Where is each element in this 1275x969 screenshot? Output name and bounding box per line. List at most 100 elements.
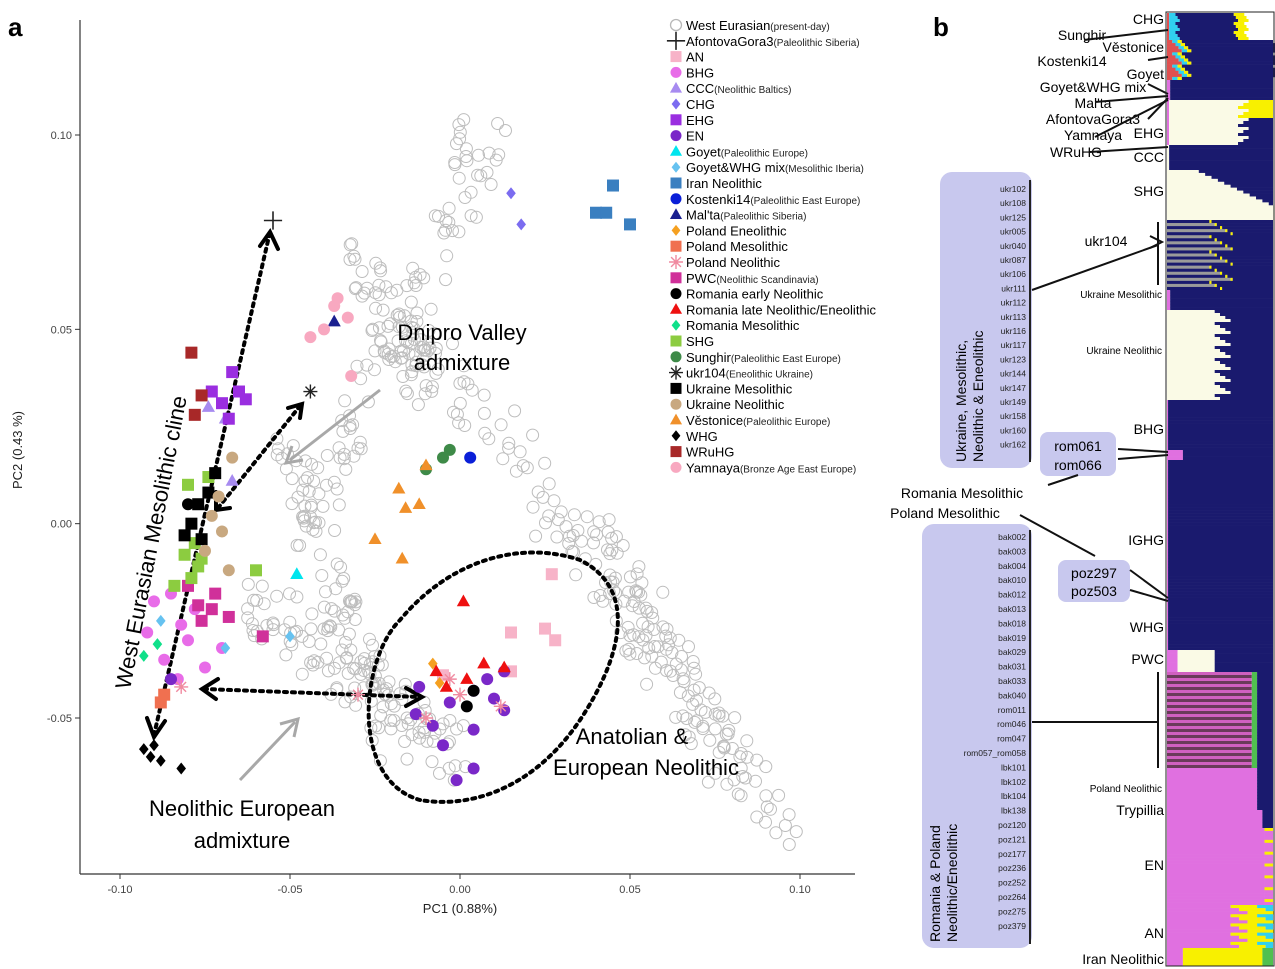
admixture-label-shg: SHG bbox=[1134, 183, 1164, 199]
bar-rom-pol bbox=[1257, 735, 1273, 739]
west-eurasian-point bbox=[405, 365, 419, 379]
west-eurasian-point bbox=[731, 787, 745, 801]
west-eurasian-point bbox=[314, 637, 328, 651]
bar-yamnaya-ehg bbox=[1243, 112, 1273, 116]
bar-ighg bbox=[1167, 597, 1169, 601]
point-en bbox=[481, 673, 494, 686]
bar-en bbox=[1167, 860, 1265, 864]
bar-ccc bbox=[1167, 166, 1170, 171]
bar-rom-pol bbox=[1251, 714, 1258, 718]
bar-chg bbox=[1169, 37, 1180, 41]
romania-sample-id: bak029 bbox=[998, 647, 1026, 657]
bar-chg bbox=[1238, 19, 1249, 23]
west-eurasian-point bbox=[395, 719, 409, 732]
point-shg bbox=[182, 478, 194, 491]
romania-sample-id: rom057_rom058 bbox=[964, 748, 1027, 758]
bar-whg bbox=[1168, 647, 1273, 651]
bar-an bbox=[1257, 923, 1273, 927]
admixture-label-afontovagora3: AfontovaGora3 bbox=[1046, 111, 1140, 127]
west-eurasian-point bbox=[759, 815, 772, 829]
bar-ighg bbox=[1168, 465, 1273, 470]
bar-ighg bbox=[1168, 552, 1273, 556]
legend-note-goyet: (Paleolithic Europe) bbox=[721, 148, 808, 159]
pca-plot: -0.10 -0.05 0.00 0.05 0.10 -0.05 0.00 0.05 0.10… bbox=[10, 18, 877, 916]
point-en bbox=[467, 723, 480, 736]
west-eurasian-point bbox=[354, 442, 368, 456]
west-eurasian-point bbox=[374, 709, 388, 722]
bar-rom-pol bbox=[1251, 720, 1258, 724]
west-eurasian-point bbox=[437, 226, 451, 240]
west-eurasian-point bbox=[720, 777, 734, 791]
west-eurasian-point bbox=[494, 418, 508, 432]
bar-trypillia bbox=[1262, 819, 1273, 823]
romania-sample-id: rom046 bbox=[997, 719, 1026, 729]
west-eurasian-point bbox=[424, 302, 438, 316]
point-pwc bbox=[256, 630, 269, 643]
west-eurasian-point bbox=[375, 658, 389, 672]
bar-rom-pol bbox=[1251, 741, 1258, 745]
west-eurasian-point bbox=[363, 632, 376, 646]
west-eurasian-point bbox=[330, 557, 344, 571]
west-eurasian-point bbox=[340, 651, 354, 665]
bar-ukr-neo bbox=[1225, 352, 1273, 356]
west-eurasian-point bbox=[291, 490, 305, 504]
west-eurasian-point bbox=[472, 148, 485, 162]
bar-paleolithic bbox=[1167, 55, 1176, 59]
bar-an bbox=[1167, 914, 1231, 918]
bar-ukr-neo bbox=[1225, 376, 1273, 380]
anatolian-label-2: European Neolithic bbox=[553, 755, 739, 780]
west-eurasian-point bbox=[759, 789, 773, 803]
bar-paleolithic bbox=[1181, 64, 1273, 68]
bar-ukr-meso bbox=[1167, 265, 1210, 269]
west-eurasian-point bbox=[690, 714, 704, 728]
bar-an bbox=[1239, 917, 1266, 921]
bar-ukr-meso bbox=[1167, 235, 1210, 239]
bar-an bbox=[1230, 905, 1258, 909]
bar-trypillia bbox=[1167, 816, 1263, 820]
romania-sample-id: rom047 bbox=[997, 734, 1026, 744]
bar-yamnaya-ehg bbox=[1169, 127, 1249, 131]
bar-rom-pol bbox=[1257, 726, 1273, 730]
bar-ukr-neo bbox=[1220, 397, 1273, 401]
legend-marker-bhg bbox=[670, 66, 682, 78]
point-v-stonice bbox=[399, 501, 413, 513]
bar-whg bbox=[1167, 605, 1169, 610]
west-eurasian-point bbox=[399, 384, 413, 398]
bar-en bbox=[1167, 884, 1265, 888]
west-eurasian-point bbox=[453, 125, 467, 139]
west-eurasian-point bbox=[682, 640, 695, 654]
bar-bhg bbox=[1167, 420, 1169, 424]
bar-paleolithic bbox=[1175, 67, 1181, 72]
west-eurasian-point bbox=[651, 640, 665, 654]
bar-ighg bbox=[1168, 546, 1273, 550]
bar-ukr-meso bbox=[1216, 268, 1273, 273]
bar-bhg bbox=[1167, 423, 1169, 427]
west-eurasian-point bbox=[332, 656, 346, 670]
west-eurasian-point bbox=[413, 731, 426, 745]
west-eurasian-point bbox=[789, 825, 803, 839]
bar-ukr-neo bbox=[1167, 331, 1231, 335]
bar-ccc bbox=[1167, 145, 1170, 149]
west-eurasian-point bbox=[343, 594, 356, 608]
west-eurasian-point bbox=[347, 449, 361, 463]
west-eurasian-point bbox=[634, 588, 648, 602]
bar-ighg bbox=[1167, 501, 1169, 505]
bar-ukr-neo bbox=[1167, 328, 1226, 332]
west-eurasian-point bbox=[453, 132, 467, 146]
romania-sample-id: poz264 bbox=[998, 892, 1026, 902]
point-iran-neolithic bbox=[600, 206, 613, 219]
bar-poland-neo bbox=[1167, 768, 1258, 772]
point-romania-late-neolithic-eneolithic bbox=[456, 594, 470, 607]
bar-ukr-meso bbox=[1227, 229, 1273, 233]
bar-ighg bbox=[1167, 519, 1169, 523]
west-eurasian-point bbox=[283, 587, 296, 601]
bar-ukr-neo bbox=[1225, 388, 1273, 392]
ukraine-sample-id: ukr125 bbox=[1000, 212, 1026, 222]
bar-ukr-neo bbox=[1167, 334, 1215, 338]
bar-rom-pol bbox=[1167, 687, 1252, 691]
bar-iran bbox=[1262, 954, 1273, 958]
bar-ighg bbox=[1168, 537, 1273, 541]
bar-en bbox=[1264, 875, 1273, 879]
bar-ukr-meso bbox=[1214, 283, 1217, 288]
bar-yamnaya-ehg bbox=[1169, 139, 1244, 143]
